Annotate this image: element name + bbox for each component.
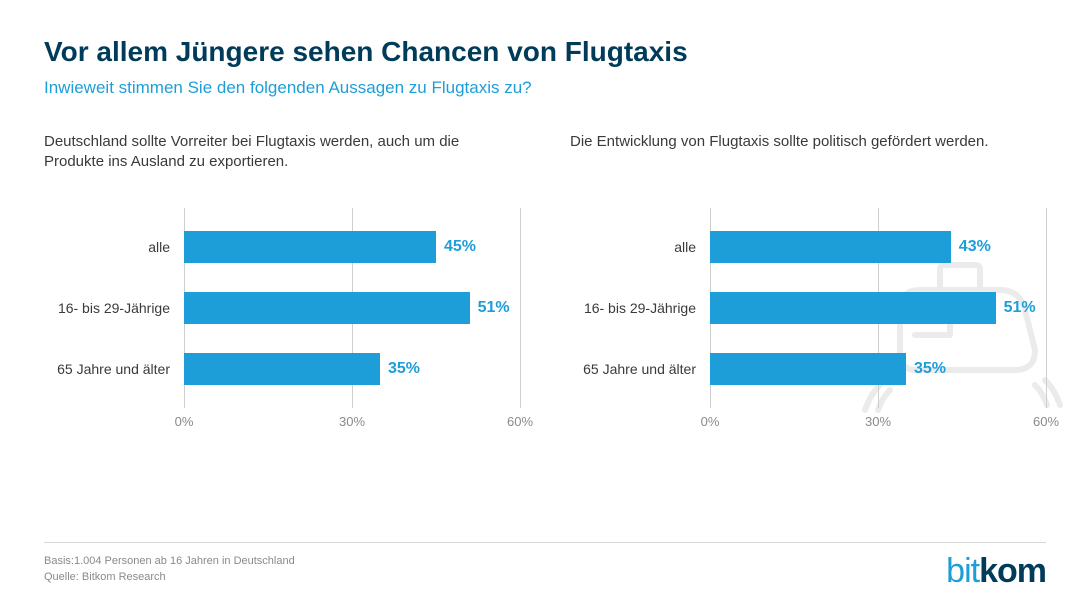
bar	[710, 353, 906, 385]
gridline	[520, 208, 521, 408]
charts-container: Deutschland sollte Vorreiter bei Flugtax…	[44, 132, 1046, 438]
logo-part2: kom	[979, 552, 1046, 590]
bar-label: 65 Jahre und älter	[57, 361, 170, 377]
bar-value: 35%	[388, 360, 420, 378]
bars: alle 43% 16- bis 29-Jährige 51% 65 Jahre…	[710, 208, 1046, 408]
bar	[184, 292, 470, 324]
chart-heading: Deutschland sollte Vorreiter bei Flugtax…	[44, 132, 474, 174]
bar-label: 65 Jahre und älter	[583, 361, 696, 377]
chart-left: Deutschland sollte Vorreiter bei Flugtax…	[44, 132, 520, 438]
footer-source: Quelle: Bitkom Research	[44, 570, 295, 585]
bar-value: 43%	[959, 238, 991, 256]
bitkom-logo: bitkom	[946, 552, 1046, 591]
x-axis: 0% 30% 60%	[710, 408, 1046, 438]
gridline	[1046, 208, 1047, 408]
footer-divider	[44, 542, 1046, 543]
x-axis: 0% 30% 60%	[184, 408, 520, 438]
bar-row: 16- bis 29-Jährige 51%	[184, 289, 520, 327]
bar-row: alle 43%	[710, 228, 1046, 266]
bar-label: alle	[148, 239, 170, 255]
bars: alle 45% 16- bis 29-Jährige 51% 65 Jahre…	[184, 208, 520, 408]
x-tick: 30%	[865, 414, 891, 429]
footer-basis: Basis:1.004 Personen ab 16 Jahren in Deu…	[44, 554, 295, 569]
bar-label: 16- bis 29-Jährige	[584, 300, 696, 316]
bar	[710, 292, 996, 324]
bar-value: 51%	[478, 299, 510, 317]
bar-value: 35%	[914, 360, 946, 378]
bar-value: 51%	[1004, 299, 1036, 317]
chart-heading: Die Entwicklung von Flugtaxis sollte pol…	[570, 132, 1000, 174]
bar	[184, 353, 380, 385]
footer: Basis:1.004 Personen ab 16 Jahren in Deu…	[44, 554, 295, 585]
bar-row: alle 45%	[184, 228, 520, 266]
bar	[184, 231, 436, 263]
bar-row: 65 Jahre und älter 35%	[184, 350, 520, 388]
bar-row: 65 Jahre und älter 35%	[710, 350, 1046, 388]
x-tick: 60%	[1033, 414, 1059, 429]
chart-right: Die Entwicklung von Flugtaxis sollte pol…	[570, 132, 1046, 438]
bar-label: alle	[674, 239, 696, 255]
x-tick: 60%	[507, 414, 533, 429]
bar	[710, 231, 951, 263]
bar-row: 16- bis 29-Jährige 51%	[710, 289, 1046, 327]
x-tick: 0%	[701, 414, 720, 429]
page-subtitle: Inwieweit stimmen Sie den folgenden Auss…	[44, 78, 1046, 98]
x-tick: 0%	[175, 414, 194, 429]
chart-plot: alle 43% 16- bis 29-Jährige 51% 65 Jahre…	[570, 208, 1046, 438]
bar-value: 45%	[444, 238, 476, 256]
page-title: Vor allem Jüngere sehen Chancen von Flug…	[44, 36, 1046, 68]
chart-plot: alle 45% 16- bis 29-Jährige 51% 65 Jahre…	[44, 208, 520, 438]
bar-label: 16- bis 29-Jährige	[58, 300, 170, 316]
logo-part1: bit	[946, 552, 979, 590]
x-tick: 30%	[339, 414, 365, 429]
